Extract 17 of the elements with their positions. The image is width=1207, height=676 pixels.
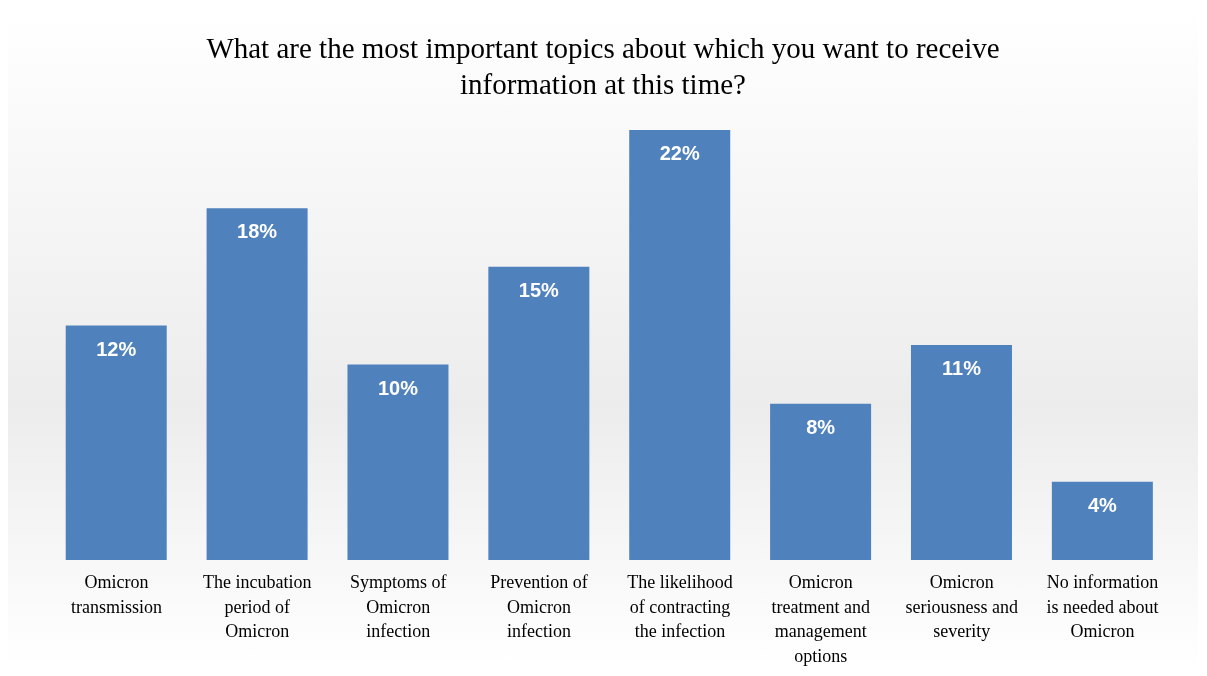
data-label: 22% [659, 142, 700, 165]
x-tick-label: Symptoms of Omicron infection [349, 572, 447, 641]
data-label: 15% [518, 279, 560, 302]
x-tick-label: Prevention of Omicron infection [490, 572, 588, 641]
data-label: 18% [237, 220, 278, 243]
x-tick-label: The likelihood of contracting the infection [627, 572, 733, 641]
x-tick-label: Omicron transmission [70, 572, 162, 617]
chart-title: What are the most important topics about which you want to receive information at this time? [205, 31, 1001, 102]
data-label: 8% [806, 415, 836, 438]
data-label: 4% [1087, 494, 1118, 517]
x-tick-label: Omicron treatment and management options [771, 572, 871, 666]
x-tick-label: No information is needed about Omicron [1046, 572, 1159, 641]
x-tick-label: The incubation period of Omicron [203, 572, 312, 641]
data-label: 11% [942, 357, 982, 380]
data-label: 10% [377, 376, 419, 399]
data-label: 12% [96, 337, 137, 360]
x-tick-label: Omicron seriousness and severity [905, 572, 1018, 641]
